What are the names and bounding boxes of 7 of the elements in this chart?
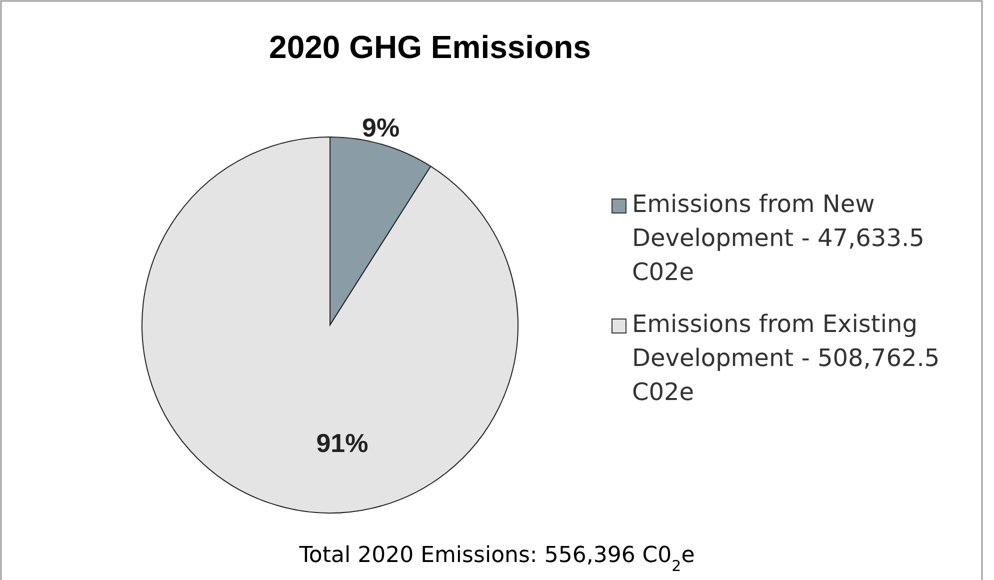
legend-label: Emissions from Existing Development - 508,762.5 C02e — [632, 310, 940, 406]
data-label: 91% — [316, 428, 368, 458]
pie-slice — [142, 136, 518, 514]
chart-title: 2020 GHG Emissions — [269, 29, 591, 65]
text: Total 2020 Emissions: 556,396 C0$_{2}$e — [298, 543, 695, 575]
data-label: 9% — [362, 112, 400, 143]
legend-label: Emissions from New Development - 47,633.5 C02e — [632, 190, 924, 286]
